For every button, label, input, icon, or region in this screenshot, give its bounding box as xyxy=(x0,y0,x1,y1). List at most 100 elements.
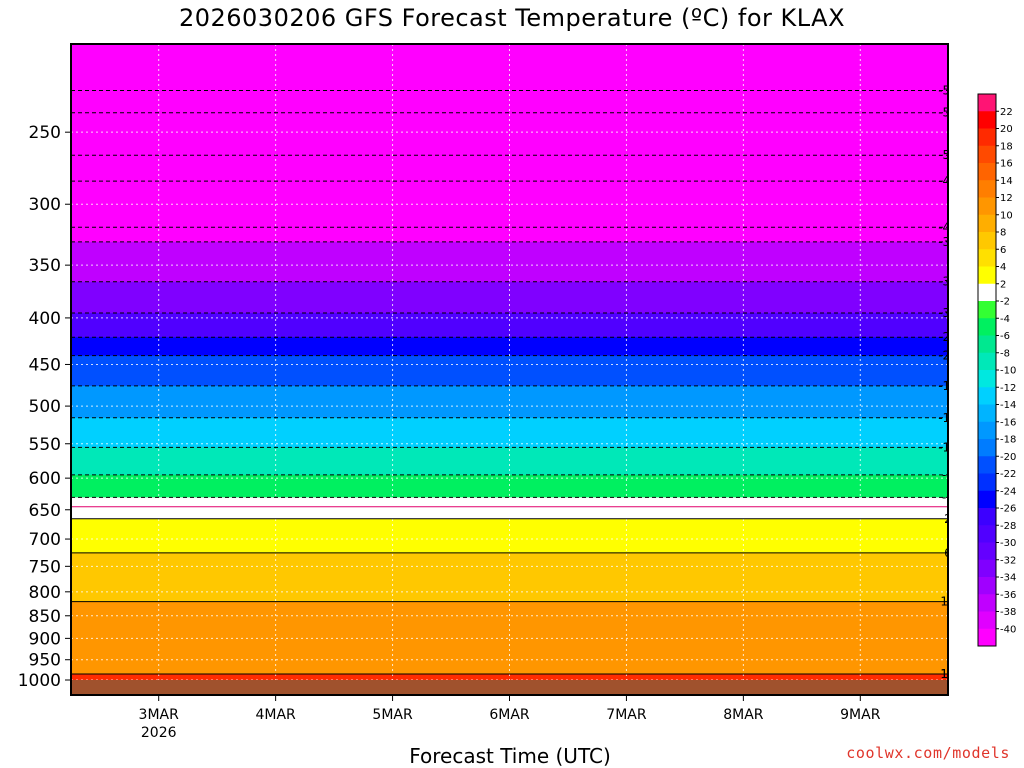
colorbar-label: -22 xyxy=(1000,469,1016,480)
colorbar-label: 18 xyxy=(1000,141,1013,152)
colorbar: 22 20 18 16 14 12 10 8 6 4 2 -2 -4 -6 -8 -10 -12 -14 -16 -1… xyxy=(977,93,1016,647)
contour-label: -14 xyxy=(938,411,958,425)
colorbar-swatch xyxy=(978,628,996,647)
colorbar-label: 16 xyxy=(1000,159,1013,170)
colorbar-label: -6 xyxy=(1000,331,1010,342)
contour-label: -38 xyxy=(938,235,958,249)
contour-label: -58 xyxy=(938,84,958,98)
contour-label: 2 xyxy=(944,512,952,526)
y-tick-label: 250 xyxy=(29,123,61,143)
y-tick-label: 900 xyxy=(29,629,61,649)
colorbar-swatch xyxy=(978,473,996,492)
colorbar-swatch xyxy=(978,335,996,354)
colorbar-swatch xyxy=(978,577,996,595)
colorbar-swatch xyxy=(978,490,996,509)
colorbar-label: -32 xyxy=(1000,555,1016,566)
contour-label: 6 xyxy=(944,546,952,560)
contour-label: -46 xyxy=(938,174,958,188)
colorbar-swatch xyxy=(978,352,996,371)
colorbar-label: 10 xyxy=(1000,210,1013,221)
x-tick-label: 9MAR xyxy=(840,707,881,723)
contour-label: -26 xyxy=(938,330,958,344)
colorbar-label: -14 xyxy=(1000,400,1016,411)
colorbar-swatch xyxy=(978,249,996,267)
colorbar-label: -16 xyxy=(1000,417,1016,428)
colorbar-label: -8 xyxy=(1000,348,1010,359)
y-tick-label: 800 xyxy=(29,583,61,603)
colorbar-swatch xyxy=(978,421,996,440)
colorbar-label: 2 xyxy=(1000,279,1006,290)
colorbar-label: -20 xyxy=(1000,452,1016,463)
colorbar-swatch xyxy=(978,111,996,129)
colorbar-swatch xyxy=(978,180,996,198)
colorbar-label: -2 xyxy=(1000,297,1010,308)
band-10 xyxy=(71,601,948,695)
x-tick-label: 8MAR xyxy=(723,707,764,723)
colorbar-label: -40 xyxy=(1000,624,1016,635)
y-tick-label: 650 xyxy=(29,501,61,521)
colorbar-label: 6 xyxy=(1000,245,1006,256)
colorbar-label: -36 xyxy=(1000,590,1016,601)
ground-strip xyxy=(71,680,948,695)
colorbar-label: -18 xyxy=(1000,435,1016,446)
y-tick-label: 300 xyxy=(29,195,61,215)
colorbar-label: -26 xyxy=(1000,504,1016,515)
y-tick-label: 350 xyxy=(29,256,61,276)
colorbar-swatch xyxy=(978,611,996,630)
colorbar-label: -12 xyxy=(1000,383,1016,394)
colorbar-swatch xyxy=(978,559,996,578)
y-tick-label: 400 xyxy=(29,309,61,329)
colorbar-label: -34 xyxy=(1000,573,1016,584)
y-tick-label: 750 xyxy=(29,557,61,577)
x-tick-label: 7MAR xyxy=(606,707,647,723)
colorbar-swatch xyxy=(978,283,996,302)
contour-label: -50 xyxy=(938,148,958,162)
colorbar-label: 8 xyxy=(1000,228,1006,239)
colorbar-label: -38 xyxy=(1000,607,1016,618)
colorbar-swatch xyxy=(978,318,996,336)
y-tick-label: 1000 xyxy=(18,671,61,691)
colorbar-swatch xyxy=(978,404,996,423)
x-tick-label: 4MAR xyxy=(255,707,296,723)
colorbar-swatch xyxy=(978,163,996,181)
contour-label: -18 xyxy=(938,379,958,393)
contour-label: -6 xyxy=(942,468,954,482)
colorbar-label: -24 xyxy=(1000,486,1016,497)
colorbar-swatch xyxy=(978,214,996,233)
y-tick-label: 700 xyxy=(29,530,61,550)
contour-label: 18 xyxy=(940,667,955,681)
x-axis: 3MAR 2026 4MAR 5MAR 6MAR 7MAR 8MAR 9MAR xyxy=(139,695,881,741)
colorbar-swatch xyxy=(978,594,996,612)
x-tick-label: 6MAR xyxy=(489,707,530,723)
colorbar-swatch xyxy=(978,370,996,388)
colorbar-swatch xyxy=(978,508,996,526)
contour-label: -54 xyxy=(938,106,958,120)
colorbar-swatch xyxy=(978,266,996,285)
y-tick-label: 600 xyxy=(29,469,61,489)
contour-label: 10 xyxy=(940,595,955,609)
colorbar-swatch xyxy=(978,439,996,457)
grid-lines xyxy=(71,44,948,695)
colorbar-swatch xyxy=(978,456,996,474)
colorbar-swatch xyxy=(978,197,996,216)
contour-label: -34 xyxy=(938,275,958,289)
contour-label: -10 xyxy=(938,440,958,454)
y-tick-label: 500 xyxy=(29,397,61,417)
colorbar-label: -10 xyxy=(1000,366,1016,377)
colorbar-label: -28 xyxy=(1000,521,1016,532)
colorbar-label: 14 xyxy=(1000,176,1013,187)
y-tick-label: 950 xyxy=(29,651,61,671)
y-tick-label: 450 xyxy=(29,355,61,375)
colorbar-swatch xyxy=(978,145,996,164)
colorbar-swatch xyxy=(978,525,996,543)
colorbar-label: -4 xyxy=(1000,314,1010,325)
x-tick-sublabel: 2026 xyxy=(141,725,177,741)
colorbar-swatch xyxy=(978,94,996,112)
colorbar-swatch xyxy=(978,232,996,250)
x-axis-label: Forecast Time (UTC) xyxy=(409,744,611,768)
colorbar-swatch xyxy=(978,542,996,561)
y-tick-label: 550 xyxy=(29,435,61,455)
credit-link[interactable]: coolwx.com/models xyxy=(846,744,1010,762)
colorbar-label: 22 xyxy=(1000,107,1013,118)
